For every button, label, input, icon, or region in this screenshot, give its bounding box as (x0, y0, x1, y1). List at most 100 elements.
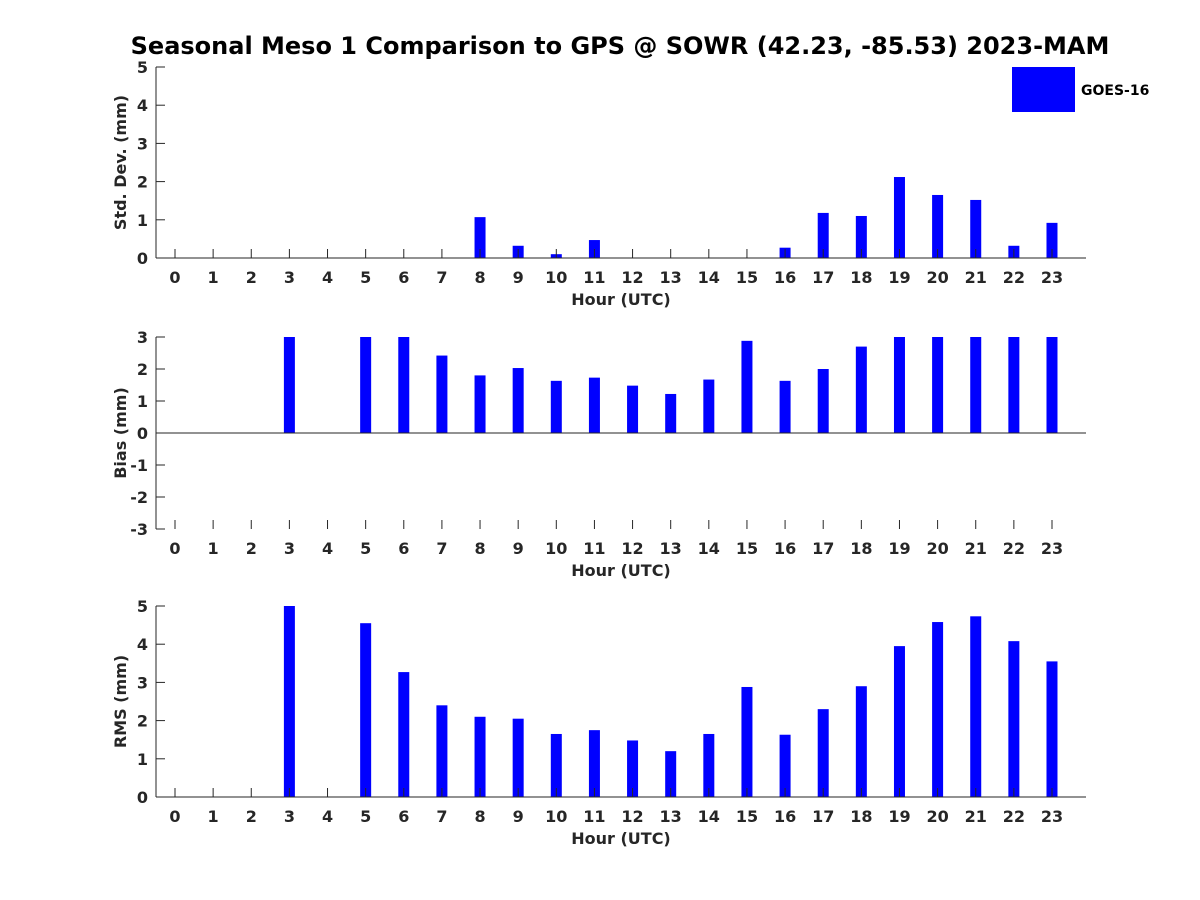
bar-std-hour-17 (817, 212, 829, 258)
x-tick-label-bias-5: 5 (360, 539, 371, 558)
x-tick-label-bias-1: 1 (208, 539, 219, 558)
bar-bias-hour-9 (512, 368, 524, 433)
x-tick-label-bias-9: 9 (513, 539, 524, 558)
bar-bias-hour-8 (474, 375, 486, 433)
x-axis-label-bias: Hour (UTC) (571, 561, 671, 580)
x-tick-label-std-1: 1 (208, 268, 219, 287)
x-tick-label-std-15: 15 (736, 268, 758, 287)
y-tick-label-bias-1: 1 (137, 392, 148, 411)
y-tick-label-rms-4: 4 (137, 635, 148, 654)
x-tick-label-std-2: 2 (246, 268, 257, 287)
y-tick-label-std-4: 4 (137, 96, 148, 115)
bar-bias-hour-14 (703, 379, 715, 433)
bar-bias-hour-10 (550, 380, 562, 433)
x-tick-label-std-6: 6 (398, 268, 409, 287)
y-tick-label-bias--1: -1 (130, 456, 148, 475)
bar-bias-hour-20 (932, 337, 944, 433)
y-tick-label-rms-0: 0 (137, 788, 148, 807)
x-tick-label-rms-12: 12 (621, 807, 643, 826)
x-tick-label-std-11: 11 (583, 268, 605, 287)
x-axis-label-rms: Hour (UTC) (571, 829, 671, 848)
x-tick-label-std-9: 9 (513, 268, 524, 287)
x-tick-label-bias-17: 17 (812, 539, 834, 558)
x-tick-label-rms-4: 4 (322, 807, 333, 826)
bar-rms-hour-10 (550, 733, 562, 797)
x-tick-label-bias-22: 22 (1003, 539, 1025, 558)
x-tick-label-std-4: 4 (322, 268, 333, 287)
x-tick-label-rms-6: 6 (398, 807, 409, 826)
bar-std-hour-23 (1046, 222, 1058, 258)
x-tick-label-std-20: 20 (926, 268, 948, 287)
bar-rms-hour-13 (665, 751, 677, 797)
bar-bias-hour-22 (1008, 337, 1020, 433)
x-tick-label-rms-7: 7 (436, 807, 447, 826)
bar-bias-hour-3 (283, 337, 295, 433)
bar-rms-hour-18 (855, 686, 867, 797)
y-tick-label-std-5: 5 (137, 58, 148, 77)
bar-bias-hour-17 (817, 369, 829, 433)
x-axis-label-std: Hour (UTC) (571, 290, 671, 309)
x-tick-label-rms-3: 3 (284, 807, 295, 826)
x-tick-label-std-7: 7 (436, 268, 447, 287)
y-axis-label-std: Std. Dev. (mm) (111, 95, 130, 230)
x-tick-label-bias-15: 15 (736, 539, 758, 558)
x-tick-label-bias-18: 18 (850, 539, 872, 558)
y-axis-label-bias: Bias (mm) (111, 387, 130, 479)
x-tick-label-bias-8: 8 (474, 539, 485, 558)
y-tick-label-std-3: 3 (137, 134, 148, 153)
x-tick-label-rms-0: 0 (169, 807, 180, 826)
x-tick-label-bias-0: 0 (169, 539, 180, 558)
bar-std-hour-8 (474, 217, 486, 258)
bar-rms-hour-14 (703, 733, 715, 797)
y-tick-label-rms-3: 3 (137, 673, 148, 692)
bar-rms-hour-17 (817, 709, 829, 797)
x-tick-label-std-13: 13 (660, 268, 682, 287)
y-tick-label-bias-3: 3 (137, 328, 148, 347)
x-tick-label-rms-8: 8 (474, 807, 485, 826)
bar-bias-hour-13 (665, 393, 677, 433)
x-tick-label-std-12: 12 (621, 268, 643, 287)
y-tick-label-bias--2: -2 (130, 488, 148, 507)
x-tick-label-rms-11: 11 (583, 807, 605, 826)
x-tick-label-bias-23: 23 (1041, 539, 1063, 558)
bar-bias-hour-7 (436, 355, 448, 433)
x-tick-label-rms-20: 20 (926, 807, 948, 826)
x-tick-label-rms-22: 22 (1003, 807, 1025, 826)
x-tick-label-rms-16: 16 (774, 807, 796, 826)
y-tick-label-rms-5: 5 (137, 597, 148, 616)
bar-bias-hour-18 (855, 346, 867, 433)
bar-rms-hour-7 (436, 705, 448, 797)
x-tick-label-rms-1: 1 (208, 807, 219, 826)
x-tick-label-rms-2: 2 (246, 807, 257, 826)
y-tick-label-bias-2: 2 (137, 360, 148, 379)
x-tick-label-bias-2: 2 (246, 539, 257, 558)
bar-bias-hour-15 (741, 340, 753, 433)
bar-rms-hour-11 (588, 730, 600, 797)
bar-std-hour-18 (855, 215, 867, 258)
y-tick-label-bias--3: -3 (130, 520, 148, 539)
y-tick-label-bias-0: 0 (137, 424, 148, 443)
bar-bias-hour-23 (1046, 337, 1058, 433)
x-tick-label-bias-7: 7 (436, 539, 447, 558)
x-tick-label-rms-23: 23 (1041, 807, 1063, 826)
y-tick-label-rms-2: 2 (137, 712, 148, 731)
x-tick-label-rms-13: 13 (660, 807, 682, 826)
bar-std-hour-21 (970, 199, 982, 258)
y-tick-label-rms-1: 1 (137, 750, 148, 769)
y-tick-label-std-0: 0 (137, 249, 148, 268)
chart-legend: GOES-16 (1012, 67, 1149, 112)
x-tick-label-std-10: 10 (545, 268, 567, 287)
x-tick-label-bias-13: 13 (660, 539, 682, 558)
x-tick-label-bias-16: 16 (774, 539, 796, 558)
bar-std-hour-19 (893, 177, 905, 258)
x-tick-label-bias-4: 4 (322, 539, 333, 558)
bar-rms-hour-16 (779, 734, 791, 797)
y-axis-label-rms: RMS (mm) (111, 655, 130, 748)
x-tick-label-rms-17: 17 (812, 807, 834, 826)
x-tick-label-std-18: 18 (850, 268, 872, 287)
legend-label-goes-16: GOES-16 (1081, 83, 1149, 99)
